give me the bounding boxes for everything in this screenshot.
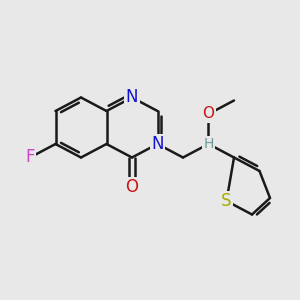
Text: S: S bbox=[221, 192, 232, 210]
Text: N: N bbox=[126, 88, 138, 106]
Text: O: O bbox=[125, 178, 139, 196]
Text: H: H bbox=[203, 137, 214, 151]
Text: N: N bbox=[151, 135, 164, 153]
Text: F: F bbox=[25, 148, 35, 166]
Text: O: O bbox=[202, 106, 214, 122]
